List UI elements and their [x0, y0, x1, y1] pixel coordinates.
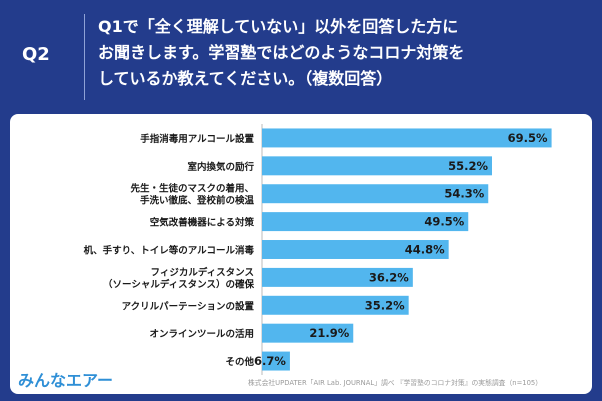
- category-label: 手指消毒用アルコール設置: [140, 133, 254, 145]
- question-line: Q1で「全く理解していない」以外を回答した方に: [98, 17, 459, 36]
- bar-9: [262, 351, 290, 371]
- bar-value-label: 49.5%: [424, 215, 464, 229]
- bar-8: [262, 323, 354, 343]
- category-label: アクリルパーテーションの設置: [122, 300, 255, 312]
- bar-value-label: 36.2%: [369, 270, 409, 284]
- question-line: しているか教えてください。（複数回答）: [98, 69, 393, 88]
- question-header: Q2 Q1で「全く理解していない」以外を回答した方に お聞きします。学習塾ではど…: [0, 0, 602, 110]
- bar-value-label: 21.9%: [309, 326, 349, 340]
- bar-2: [262, 156, 492, 176]
- category-label: 室内換気の励行: [187, 161, 254, 173]
- category-label: （ソーシャルディスタンス）の確保: [103, 278, 254, 290]
- bar-1: [262, 128, 552, 148]
- bar-4: [262, 212, 469, 232]
- bar-6: [262, 267, 413, 287]
- bar-5: [262, 240, 449, 259]
- bar-value-label: 69.5%: [508, 131, 548, 145]
- category-label: 先生・生徒のマスクの着用、: [130, 183, 254, 195]
- category-label: その他: [225, 356, 254, 368]
- brand-logo: みんなエアー: [18, 371, 114, 390]
- category-label: 空気改善機器による対策: [150, 217, 255, 229]
- question-number: Q2: [22, 44, 50, 65]
- header-divider: [84, 14, 85, 100]
- bar-value-label: 55.2%: [448, 159, 488, 173]
- category-label: フィジカルディスタンス: [151, 266, 254, 278]
- category-label: オンラインツールの活用: [149, 328, 254, 340]
- source-note: 株式会社UPDATER「AIR Lab. JOURNAL」調べ 『学習塾のコロナ…: [248, 379, 543, 387]
- category-label: 手洗い徹底、登校前の検温: [140, 195, 255, 207]
- bar-7: [262, 295, 409, 315]
- bar-value-label: 54.3%: [444, 187, 484, 201]
- category-label: 机、手すり、トイレ等のアルコール消毒: [84, 245, 255, 257]
- bar-value-label: 35.2%: [365, 298, 405, 312]
- question-line: お聞きします。学習塾ではどのようなコロナ対策を: [98, 43, 465, 62]
- bar-3: [262, 184, 489, 204]
- bar-value-label: 6.7%: [254, 354, 286, 368]
- bar-value-label: 44.8%: [405, 243, 445, 257]
- question-text: Q1で「全く理解していない」以外を回答した方に お聞きします。学習塾ではどのよう…: [98, 14, 588, 92]
